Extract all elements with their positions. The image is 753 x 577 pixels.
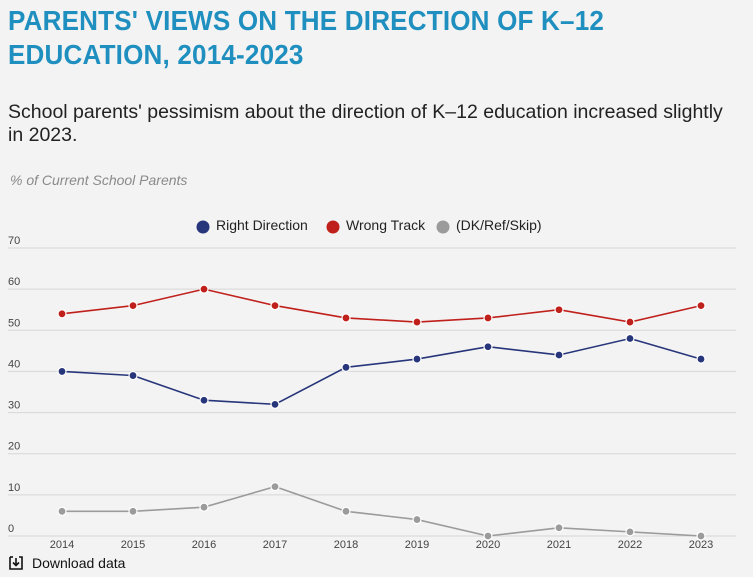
data-point[interactable]: [483, 342, 493, 352]
data-point[interactable]: [199, 395, 209, 405]
x-tick-label: 2023: [689, 539, 713, 551]
y-tick-label: 10: [8, 482, 20, 494]
x-tick-label: 2022: [618, 539, 642, 551]
x-tick-label: 2018: [334, 539, 358, 551]
y-tick-label: 50: [8, 317, 20, 329]
data-point[interactable]: [199, 502, 209, 512]
x-tick-label: 2020: [476, 539, 500, 551]
data-point[interactable]: [483, 531, 493, 541]
data-point[interactable]: [199, 284, 209, 294]
series-line: [61, 337, 702, 406]
legend-swatch: [436, 220, 450, 234]
data-point[interactable]: [57, 506, 67, 516]
y-axis-ticks: 0 10 20 30 40 50 60 70: [8, 235, 20, 535]
legend-label: Right Direction: [216, 217, 308, 233]
series-wrong-track: [57, 284, 706, 327]
legend-item[interactable]: Right Direction: [196, 217, 308, 234]
series-lines: [57, 284, 706, 541]
legend-swatch: [196, 220, 210, 234]
data-point[interactable]: [412, 317, 422, 327]
legend[interactable]: Right Direction Wrong Track (DK/Ref/Skip): [196, 217, 542, 234]
download-data-button[interactable]: Download data: [8, 555, 125, 571]
data-point[interactable]: [696, 354, 706, 364]
data-point[interactable]: [554, 350, 564, 360]
data-point[interactable]: [128, 301, 138, 311]
x-axis-ticks: 2014 2015 2016 2017 2018 2019 2020 2021 2022 2023: [50, 539, 713, 551]
data-point[interactable]: [270, 482, 280, 492]
y-tick-label: 70: [8, 235, 20, 247]
x-tick-label: 2017: [263, 539, 287, 551]
data-point[interactable]: [625, 333, 635, 344]
y-tick-label: 60: [8, 276, 20, 288]
data-point[interactable]: [554, 523, 564, 533]
series-dk-ref-skip: [57, 482, 706, 541]
data-point[interactable]: [412, 354, 422, 364]
x-tick-label: 2021: [547, 539, 571, 551]
gridlines: [8, 247, 736, 537]
data-point[interactable]: [625, 527, 635, 537]
data-point[interactable]: [625, 317, 635, 327]
data-point[interactable]: [696, 531, 706, 541]
x-tick-label: 2019: [405, 539, 429, 551]
series-right-direction: [57, 333, 706, 409]
legend-label: (DK/Ref/Skip): [456, 217, 542, 233]
series-line: [61, 288, 702, 323]
legend-swatch: [326, 220, 340, 234]
y-tick-label: 40: [8, 358, 20, 370]
chart-title: PARENTS' VIEWS ON THE DIRECTION OF K–12 …: [8, 5, 605, 70]
y-tick-label: 0: [8, 523, 14, 535]
y-tick-label: 20: [8, 441, 20, 453]
data-point[interactable]: [554, 305, 564, 315]
data-point[interactable]: [128, 370, 138, 381]
data-point[interactable]: [341, 362, 351, 372]
data-point[interactable]: [341, 506, 351, 516]
data-point[interactable]: [483, 313, 493, 323]
data-point[interactable]: [128, 506, 138, 516]
data-point[interactable]: [341, 313, 351, 323]
chart-subtitle: School parents' pessimism about the dire…: [8, 101, 723, 146]
series-line: [62, 485, 702, 537]
legend-label: Wrong Track: [346, 217, 426, 233]
download-icon: [9, 556, 23, 570]
unit-note: % of Current School Parents: [10, 172, 188, 188]
x-tick-label: 2015: [121, 539, 145, 551]
x-tick-label: 2016: [192, 539, 216, 551]
data-point[interactable]: [270, 301, 280, 311]
y-tick-label: 30: [8, 400, 20, 412]
data-point[interactable]: [57, 366, 67, 377]
x-tick-label: 2014: [50, 539, 74, 551]
data-point[interactable]: [57, 309, 67, 319]
legend-item[interactable]: (DK/Ref/Skip): [436, 217, 542, 234]
data-point[interactable]: [412, 514, 422, 525]
data-point[interactable]: [270, 399, 280, 409]
data-point[interactable]: [696, 301, 706, 311]
legend-item[interactable]: Wrong Track: [326, 217, 427, 234]
download-label: Download data: [32, 555, 126, 571]
